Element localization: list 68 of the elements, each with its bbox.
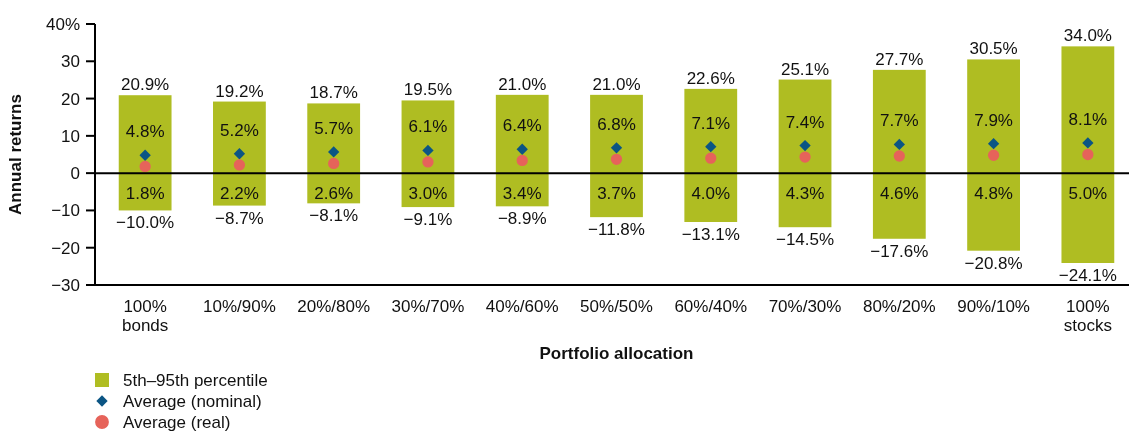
data-label: 3.7% [597,184,636,204]
x-tick-label: 70%/30% [768,297,842,316]
x-tick-label: 90%/10% [957,297,1030,316]
y-tick-label: 0 [70,164,80,184]
annotation: −8.1% [309,206,359,226]
data-label: 4.8% [974,184,1013,204]
y-tick-label: 10 [61,126,80,146]
annotation: 21.0% [498,74,547,94]
x-tick-label: 50%/50% [580,297,653,316]
data-label: 7.7% [879,111,919,131]
x-tick-label: 10%/90% [203,297,276,316]
y-tick-label: 40% [45,14,80,34]
data-label: 2.6% [314,184,354,204]
x-tick-label: 60%/40% [674,297,748,316]
data-label: 5.2% [220,120,259,140]
legend-label: Average (real) [123,412,231,432]
data-label: 2.2% [220,184,259,204]
x-axis-title: Portfolio allocation [539,344,694,363]
data-label: 4.8% [125,122,165,142]
data-label: 5.7% [314,118,354,138]
annotation: 18.7% [309,83,358,103]
data-label: 3.0% [408,184,448,204]
annotation: −24.1% [1058,266,1117,285]
data-label: 6.1% [408,117,448,137]
y-tick-label: −20 [51,238,80,258]
data-label: 3.4% [502,184,542,204]
x-tick-label: 80%/20% [862,297,936,316]
x-tick-label: 40%/60% [485,297,559,316]
legend-label: 5th–95th percentile [123,370,268,390]
data-label: 4.3% [785,184,825,204]
x-tick-label: 30%/70% [391,297,465,316]
annotation: −13.1% [681,224,740,244]
data-label: 7.9% [974,110,1013,130]
y-axis-title: Annual returns [6,94,25,215]
annotation: 19.2% [215,81,264,101]
annotation: −10.0% [116,213,175,233]
legend-label: Average (nominal) [123,391,262,411]
annotation: −20.8% [964,253,1023,273]
data-label: 5.0% [1068,184,1108,204]
annotation: 21.0% [592,74,641,94]
annotation: −17.6% [870,241,929,261]
data-label: 4.6% [879,184,919,204]
data-label: 8.1% [1068,109,1108,129]
annotation: 30.5% [969,39,1018,59]
annotation: 25.1% [780,59,830,79]
annotation: 19.5% [403,80,453,100]
x-tick-label: 20%/80% [297,297,371,316]
y-tick-label: 30 [61,52,80,72]
data-label: 6.8% [597,114,636,134]
annotation: 34.0% [1063,26,1112,46]
annotation: 20.9% [121,75,170,95]
data-label: 4.0% [691,184,731,204]
annotation: −9.1% [403,210,453,230]
data-label: 6.4% [502,116,542,136]
y-tick-label: −30 [51,275,80,295]
data-label: 1.8% [125,184,165,204]
x-tick-label: 100% bonds [121,297,169,335]
data-label: 7.4% [785,112,825,132]
annotation: −14.5% [775,230,835,250]
annotation: −8.7% [215,208,264,228]
annotation: 27.7% [875,49,924,69]
y-tick-label: 20 [61,89,80,109]
y-tick-label: −10 [51,201,80,221]
annotation: 22.6% [686,68,735,88]
x-tick-label: 100% stocks [1063,297,1112,335]
data-label: 7.1% [691,113,731,133]
annotation: −11.8% [588,220,645,240]
annotation: −8.9% [497,209,547,229]
